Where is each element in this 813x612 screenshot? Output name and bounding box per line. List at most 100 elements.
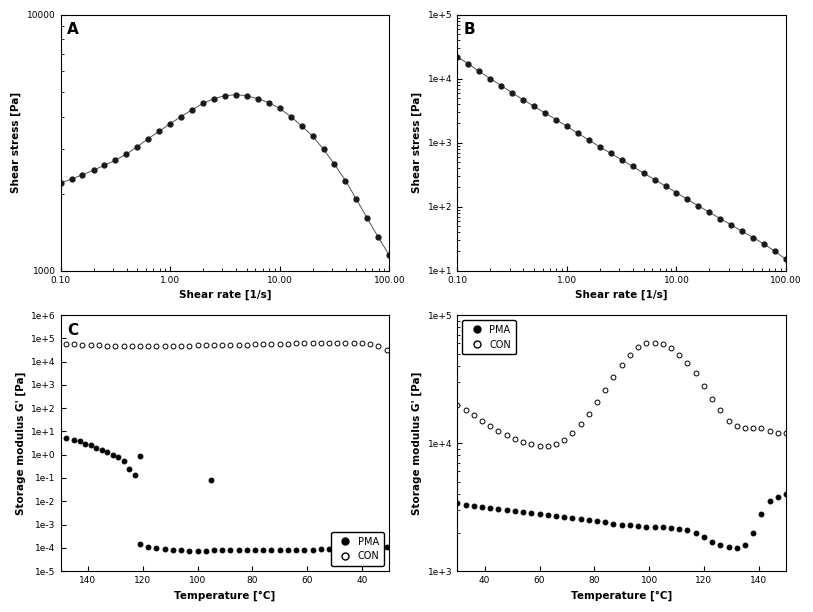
CON [381,346,391,354]
CON [69,341,79,348]
CON [773,429,783,436]
CON [683,360,693,367]
PMA [373,544,383,551]
PMA [699,533,709,540]
PMA [707,538,717,545]
PMA [740,542,750,549]
PMA [641,523,651,530]
CON [584,410,593,417]
PMA [143,543,153,551]
PMA [781,490,791,498]
PMA [316,546,326,553]
PMA [674,525,684,532]
CON [724,417,733,424]
PMA [185,547,194,554]
PMA [502,506,511,513]
CON [765,427,775,435]
PMA [349,545,359,553]
CON [143,342,153,349]
PMA [757,510,767,518]
PMA [765,498,775,505]
CON [535,442,545,450]
CON [242,341,252,348]
CON [757,425,767,432]
CON [592,398,602,406]
CON [674,351,684,359]
PMA [176,547,186,554]
Line: PMA: PMA [137,542,389,553]
PMA [233,547,243,554]
PMA [527,509,537,517]
PMA [299,546,309,553]
CON [127,342,137,349]
CON [341,339,350,346]
CON [61,340,71,348]
CON [94,341,104,349]
PMA [333,545,342,553]
CON [102,342,112,349]
PMA [324,546,334,553]
Line: CON: CON [63,340,389,353]
CON [151,342,161,349]
PMA [485,504,495,512]
CON [510,435,520,442]
CON [373,343,383,350]
PMA [658,524,667,531]
X-axis label: Shear rate [1/s]: Shear rate [1/s] [179,290,272,300]
Y-axis label: Shear stress [Pa]: Shear stress [Pa] [11,92,21,193]
PMA [217,547,227,554]
Line: PMA: PMA [455,491,789,550]
PMA [724,543,733,550]
X-axis label: Temperature [°C]: Temperature [°C] [174,591,276,601]
CON [691,370,701,377]
CON [650,339,659,346]
CON [625,351,635,359]
PMA [535,510,545,518]
PMA [225,547,235,554]
CON [477,417,487,424]
CON [567,429,577,436]
Y-axis label: Storage modulus G' [Pa]: Storage modulus G' [Pa] [412,371,422,515]
CON [324,339,334,346]
PMA [543,511,553,518]
CON [543,442,553,450]
PMA [453,499,463,507]
CON [453,401,463,408]
PMA [773,493,783,501]
CON [461,407,471,414]
Legend: PMA, CON: PMA, CON [331,532,385,566]
CON [527,441,537,448]
CON [225,341,235,349]
CON [617,361,627,368]
Text: D: D [464,323,476,338]
CON [641,340,651,347]
CON [740,425,750,432]
CON [609,373,619,380]
CON [233,341,243,348]
PMA [551,512,561,520]
CON [217,341,227,349]
PMA [633,523,643,530]
CON [365,340,375,348]
PMA [357,545,367,553]
Text: A: A [67,22,79,37]
CON [333,339,342,346]
PMA [666,524,676,531]
CON [600,386,610,394]
CON [316,339,326,346]
PMA [683,526,693,534]
PMA [625,521,635,529]
CON [781,429,791,436]
PMA [283,547,293,554]
PMA [567,514,577,521]
CON [86,341,96,349]
CON [493,427,503,435]
CON [732,423,741,430]
PMA [341,545,350,553]
CON [658,341,667,348]
PMA [250,547,260,554]
Text: C: C [67,323,78,338]
PMA [259,547,268,554]
PMA [592,518,602,525]
PMA [160,545,170,553]
